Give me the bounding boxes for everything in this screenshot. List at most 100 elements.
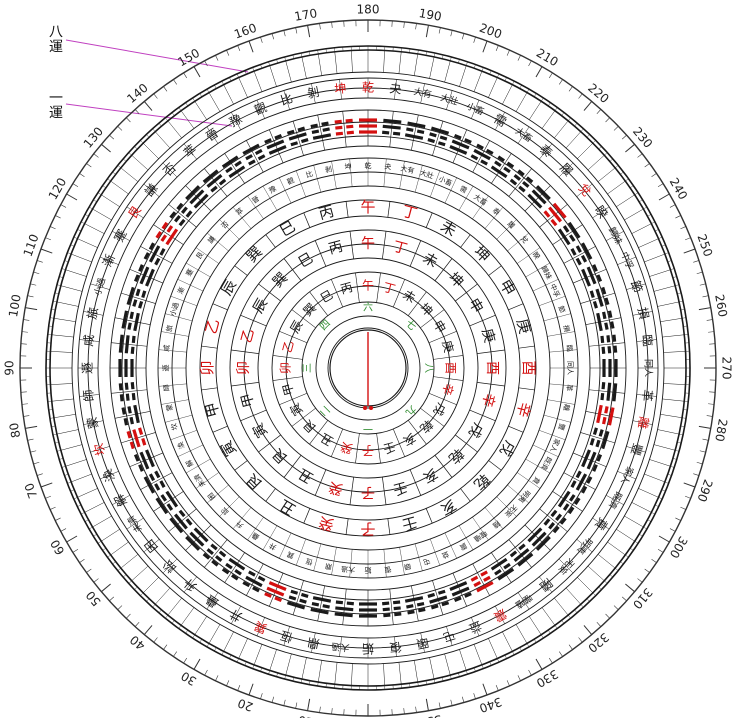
- inner-hexagram-label: 豫: [267, 184, 277, 195]
- yao-line: [193, 193, 209, 209]
- hexagram-label: 復: [389, 640, 402, 656]
- yao-line: [189, 189, 205, 205]
- sector-divider: [162, 162, 178, 178]
- sector-divider: [129, 452, 164, 468]
- yao-solid: [288, 132, 307, 141]
- yao-line: [596, 312, 603, 332]
- mountain-label: 丑: [296, 465, 316, 486]
- yao-solid: [359, 614, 377, 618]
- sector-divider: [292, 121, 304, 156]
- hexagram-label: 頤: [415, 635, 430, 651]
- yao-line: [202, 169, 219, 184]
- yao-solid: [118, 334, 124, 353]
- degree-tick: [558, 651, 563, 657]
- degree-tick: [204, 669, 208, 676]
- inner-hexagram-label: 泰: [491, 206, 502, 217]
- mountain-label: 辛: [478, 391, 497, 409]
- yao-solid: [165, 490, 179, 508]
- yao-broken-left: [416, 602, 425, 607]
- sector-divider: [126, 517, 144, 530]
- yao-broken-right: [166, 225, 174, 233]
- fine-tick: [561, 112, 565, 116]
- sector-divider: [206, 126, 219, 144]
- degree-tick: [568, 644, 573, 650]
- sector-divider: [51, 398, 74, 402]
- fine-tick: [89, 206, 93, 210]
- fine-tick: [54, 442, 59, 444]
- yao-line: [124, 382, 130, 401]
- degree-tick: [49, 226, 56, 230]
- degree-tick: [693, 260, 700, 263]
- yao-broken-right: [592, 464, 598, 472]
- fine-tick: [67, 252, 72, 255]
- degree-tick: [683, 482, 696, 488]
- fine-tick: [97, 192, 102, 195]
- yao-broken-left: [429, 132, 437, 138]
- yao-broken-left: [130, 346, 135, 354]
- mountain-label: 申: [496, 276, 519, 298]
- yao-solid: [614, 359, 618, 377]
- fine-tick: [77, 229, 82, 232]
- degree-label: 350: [418, 712, 443, 718]
- degree-tick: [40, 248, 53, 254]
- fine-tick: [67, 481, 72, 484]
- yao-broken-left: [322, 604, 330, 609]
- sector-divider: [477, 349, 505, 354]
- yao-line: [155, 221, 169, 239]
- degree-tick: [528, 669, 532, 676]
- sector-divider: [83, 420, 104, 425]
- sector-divider: [186, 262, 211, 278]
- yao-solid: [513, 548, 530, 563]
- yao-broken-right: [206, 548, 214, 556]
- yao-broken-right: [439, 135, 448, 141]
- yao-broken-left: [234, 568, 242, 576]
- yao-line: [359, 130, 377, 134]
- yao-line: [470, 154, 488, 166]
- degree-tick: [173, 651, 178, 657]
- yao-broken-left: [211, 559, 219, 567]
- mountain-label: 戌: [496, 437, 519, 459]
- hexagram-label: 革: [640, 389, 655, 402]
- inner-hexagram-label: 革: [565, 384, 575, 392]
- yao-line: [130, 382, 136, 401]
- hexagram-label: 大壯: [439, 91, 460, 108]
- sector-divider: [420, 309, 445, 329]
- yao-line: [575, 245, 588, 263]
- fine-tick: [647, 519, 652, 522]
- sector-divider: [204, 539, 228, 568]
- fine-tick: [677, 292, 682, 294]
- yao-broken-left: [141, 437, 147, 446]
- sector-divider: [309, 420, 329, 445]
- degree-tick: [153, 637, 158, 643]
- yao-broken-left: [517, 169, 525, 177]
- sector-divider: [538, 430, 566, 441]
- sector-divider: [285, 60, 292, 83]
- sector-divider: [638, 488, 659, 498]
- fine-tick: [128, 580, 132, 584]
- fine-tick: [260, 667, 263, 672]
- yao-line: [552, 202, 567, 219]
- yao-broken-left: [119, 394, 124, 402]
- degree-label: 300: [667, 534, 691, 561]
- fine-tick: [620, 561, 624, 565]
- fine-tick: [442, 54, 444, 59]
- yao-broken-left: [210, 185, 218, 193]
- mountain-label: 卯: [236, 361, 252, 375]
- fine-tick: [59, 276, 64, 278]
- yao-broken-left: [592, 427, 598, 436]
- yao-broken-right: [346, 124, 354, 129]
- fine-tick: [178, 107, 182, 111]
- yao-broken-right: [522, 180, 530, 188]
- mountain-label: 未: [420, 250, 440, 271]
- sector-divider: [121, 292, 156, 304]
- inner-number-label: 七: [403, 317, 419, 333]
- fine-tick: [134, 586, 138, 590]
- degree-tick: [605, 117, 610, 123]
- sector-divider: [592, 206, 610, 219]
- yao-solid: [185, 185, 201, 201]
- mountain-label: 壬: [391, 478, 409, 497]
- sector-divider: [399, 547, 405, 575]
- degree-tick: [415, 23, 417, 30]
- fine-tick: [84, 519, 89, 522]
- yao-line: [608, 359, 612, 377]
